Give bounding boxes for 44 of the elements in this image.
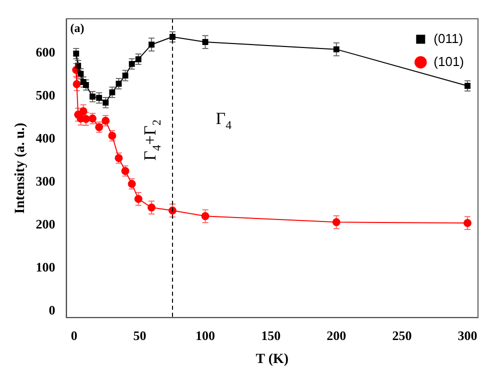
point xyxy=(109,89,116,96)
point xyxy=(79,107,88,116)
point xyxy=(73,50,80,57)
point xyxy=(464,219,472,228)
x-tick-label: 200 xyxy=(326,328,346,343)
point xyxy=(116,80,122,87)
legend-label: (101) xyxy=(434,54,464,69)
point xyxy=(90,94,96,100)
point xyxy=(202,39,208,45)
annotation: Γ4+Γ2 xyxy=(140,119,164,161)
point xyxy=(333,46,340,52)
point xyxy=(75,62,82,69)
y-tick-label: 600 xyxy=(36,44,56,60)
y-tick-label: 100 xyxy=(36,260,56,275)
y-axis-title: Intensity (a. u.) xyxy=(13,122,28,214)
point xyxy=(78,70,84,77)
point xyxy=(96,94,102,101)
point xyxy=(201,212,210,220)
annotation: (a) xyxy=(70,20,84,35)
x-tick-label: 250 xyxy=(392,328,412,343)
y-tick-label: 500 xyxy=(36,88,56,103)
x-axis-title: T (K) xyxy=(256,352,289,368)
point xyxy=(148,42,154,48)
point xyxy=(332,218,340,226)
point xyxy=(122,72,128,79)
point xyxy=(464,82,470,89)
point xyxy=(134,194,142,203)
x-tick-label: 50 xyxy=(133,328,146,343)
point xyxy=(148,204,156,212)
y-tick-label: 0 xyxy=(48,302,56,318)
point xyxy=(128,60,135,67)
y-tick-label: 400 xyxy=(36,130,56,146)
x-tick-label: 100 xyxy=(196,328,216,343)
point xyxy=(170,34,176,40)
x-tick-label: 0 xyxy=(70,328,78,343)
point xyxy=(135,56,142,62)
y-tick-label: 300 xyxy=(36,174,56,189)
x-tick-label: 150 xyxy=(261,328,281,343)
point xyxy=(82,82,89,88)
point xyxy=(102,100,109,106)
legend-label: (011) xyxy=(434,30,464,46)
point xyxy=(72,80,81,88)
y-tick-label: 200 xyxy=(36,216,56,232)
x-tick-label: 300 xyxy=(458,328,478,343)
